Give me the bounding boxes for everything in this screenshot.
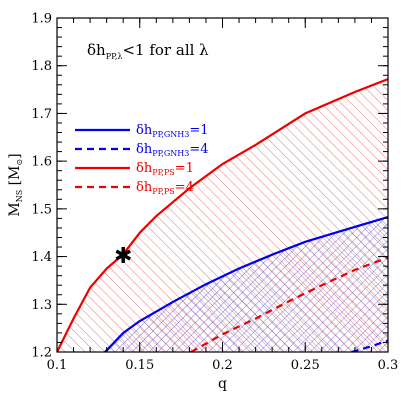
hatch-regions <box>57 79 388 352</box>
constraint-annotation: δhPP,λ<1 for all λ <box>87 41 209 61</box>
y-tick-label: 1.4 <box>31 250 52 265</box>
series-line-0 <box>104 215 388 352</box>
series-lines <box>57 78 388 352</box>
series-line-1 <box>351 339 388 352</box>
x-tick-label: 0.15 <box>125 358 154 373</box>
x-tick-label: 0.1 <box>47 358 68 373</box>
y-tick-label: 1.6 <box>31 155 52 170</box>
x-tick-label: 0.25 <box>291 358 320 373</box>
legend: δhPP,GNH3=1 δhPP,GNH3=4 δhPP,PS=1 δhPP,PS=4 <box>75 123 209 196</box>
fiducial-marker: ✱ <box>114 244 132 269</box>
y-tick-label: 1.5 <box>31 202 52 217</box>
legend-label-1: δhPP,GNH3=4 <box>136 142 209 158</box>
x-axis-label: q <box>218 376 227 392</box>
legend-label-2: δhPP,PS=1 <box>136 161 194 177</box>
y-tick-label: 1.9 <box>31 12 52 27</box>
y-tick-label: 1.3 <box>31 298 52 313</box>
series-line-2 <box>57 78 388 352</box>
axis-ticks <box>56 17 389 353</box>
x-tick-label: 0.2 <box>212 358 233 373</box>
y-tick-label: 1.8 <box>31 59 52 74</box>
y-axis-label: MNS [M⊙] <box>7 153 24 216</box>
axis-tick-labels: 0.1 0.15 0.2 0.25 0.3 1.2 1.3 1.4 1.5 1.6 1.7 1.8 1.… <box>31 12 398 374</box>
y-tick-label: 1.2 <box>31 346 52 361</box>
legend-label-0: δhPP,GNH3=1 <box>136 123 209 139</box>
x-tick-label: 0.3 <box>378 358 399 373</box>
y-tick-label: 1.7 <box>31 107 52 122</box>
series-line-3 <box>190 256 388 352</box>
legend-label-3: δhPP,PS=4 <box>136 180 194 196</box>
